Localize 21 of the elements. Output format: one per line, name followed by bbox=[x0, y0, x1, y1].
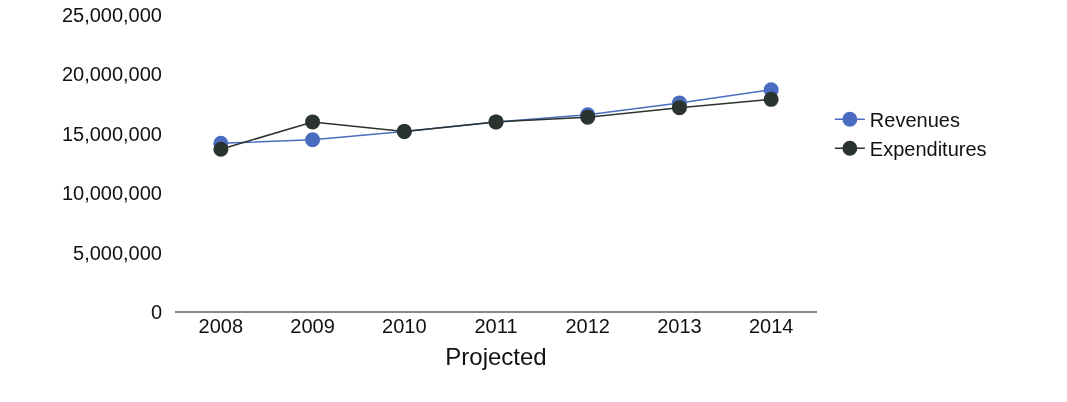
point bbox=[305, 114, 321, 130]
y-tick-label: 10,000,000 bbox=[61, 182, 162, 205]
point bbox=[671, 100, 687, 116]
y-tick-label: 5,000,000 bbox=[73, 241, 162, 264]
point bbox=[763, 91, 779, 107]
x-tick-label: 2008 bbox=[198, 315, 244, 337]
x-tick-label: 2011 bbox=[474, 315, 518, 337]
x-axis-title: Projected bbox=[445, 343, 547, 371]
x-tick-label: 2010 bbox=[382, 315, 427, 337]
y-tick-label: 15,000,000 bbox=[61, 122, 162, 145]
x-tick-label: 2014 bbox=[748, 315, 794, 337]
y-tick-label: 0 bbox=[150, 301, 162, 323]
point bbox=[305, 132, 321, 148]
x-tick-label: 2013 bbox=[657, 315, 702, 337]
x-tick-label: 2009 bbox=[290, 315, 335, 337]
y-tick-label: 20,000,000 bbox=[61, 63, 162, 86]
y-tick-label: 25,000,000 bbox=[61, 4, 162, 26]
legend-label: Expenditures bbox=[869, 138, 987, 161]
point bbox=[213, 141, 229, 157]
x-tick-label: 2012 bbox=[565, 315, 610, 337]
legend-label: Revenues bbox=[869, 109, 960, 132]
